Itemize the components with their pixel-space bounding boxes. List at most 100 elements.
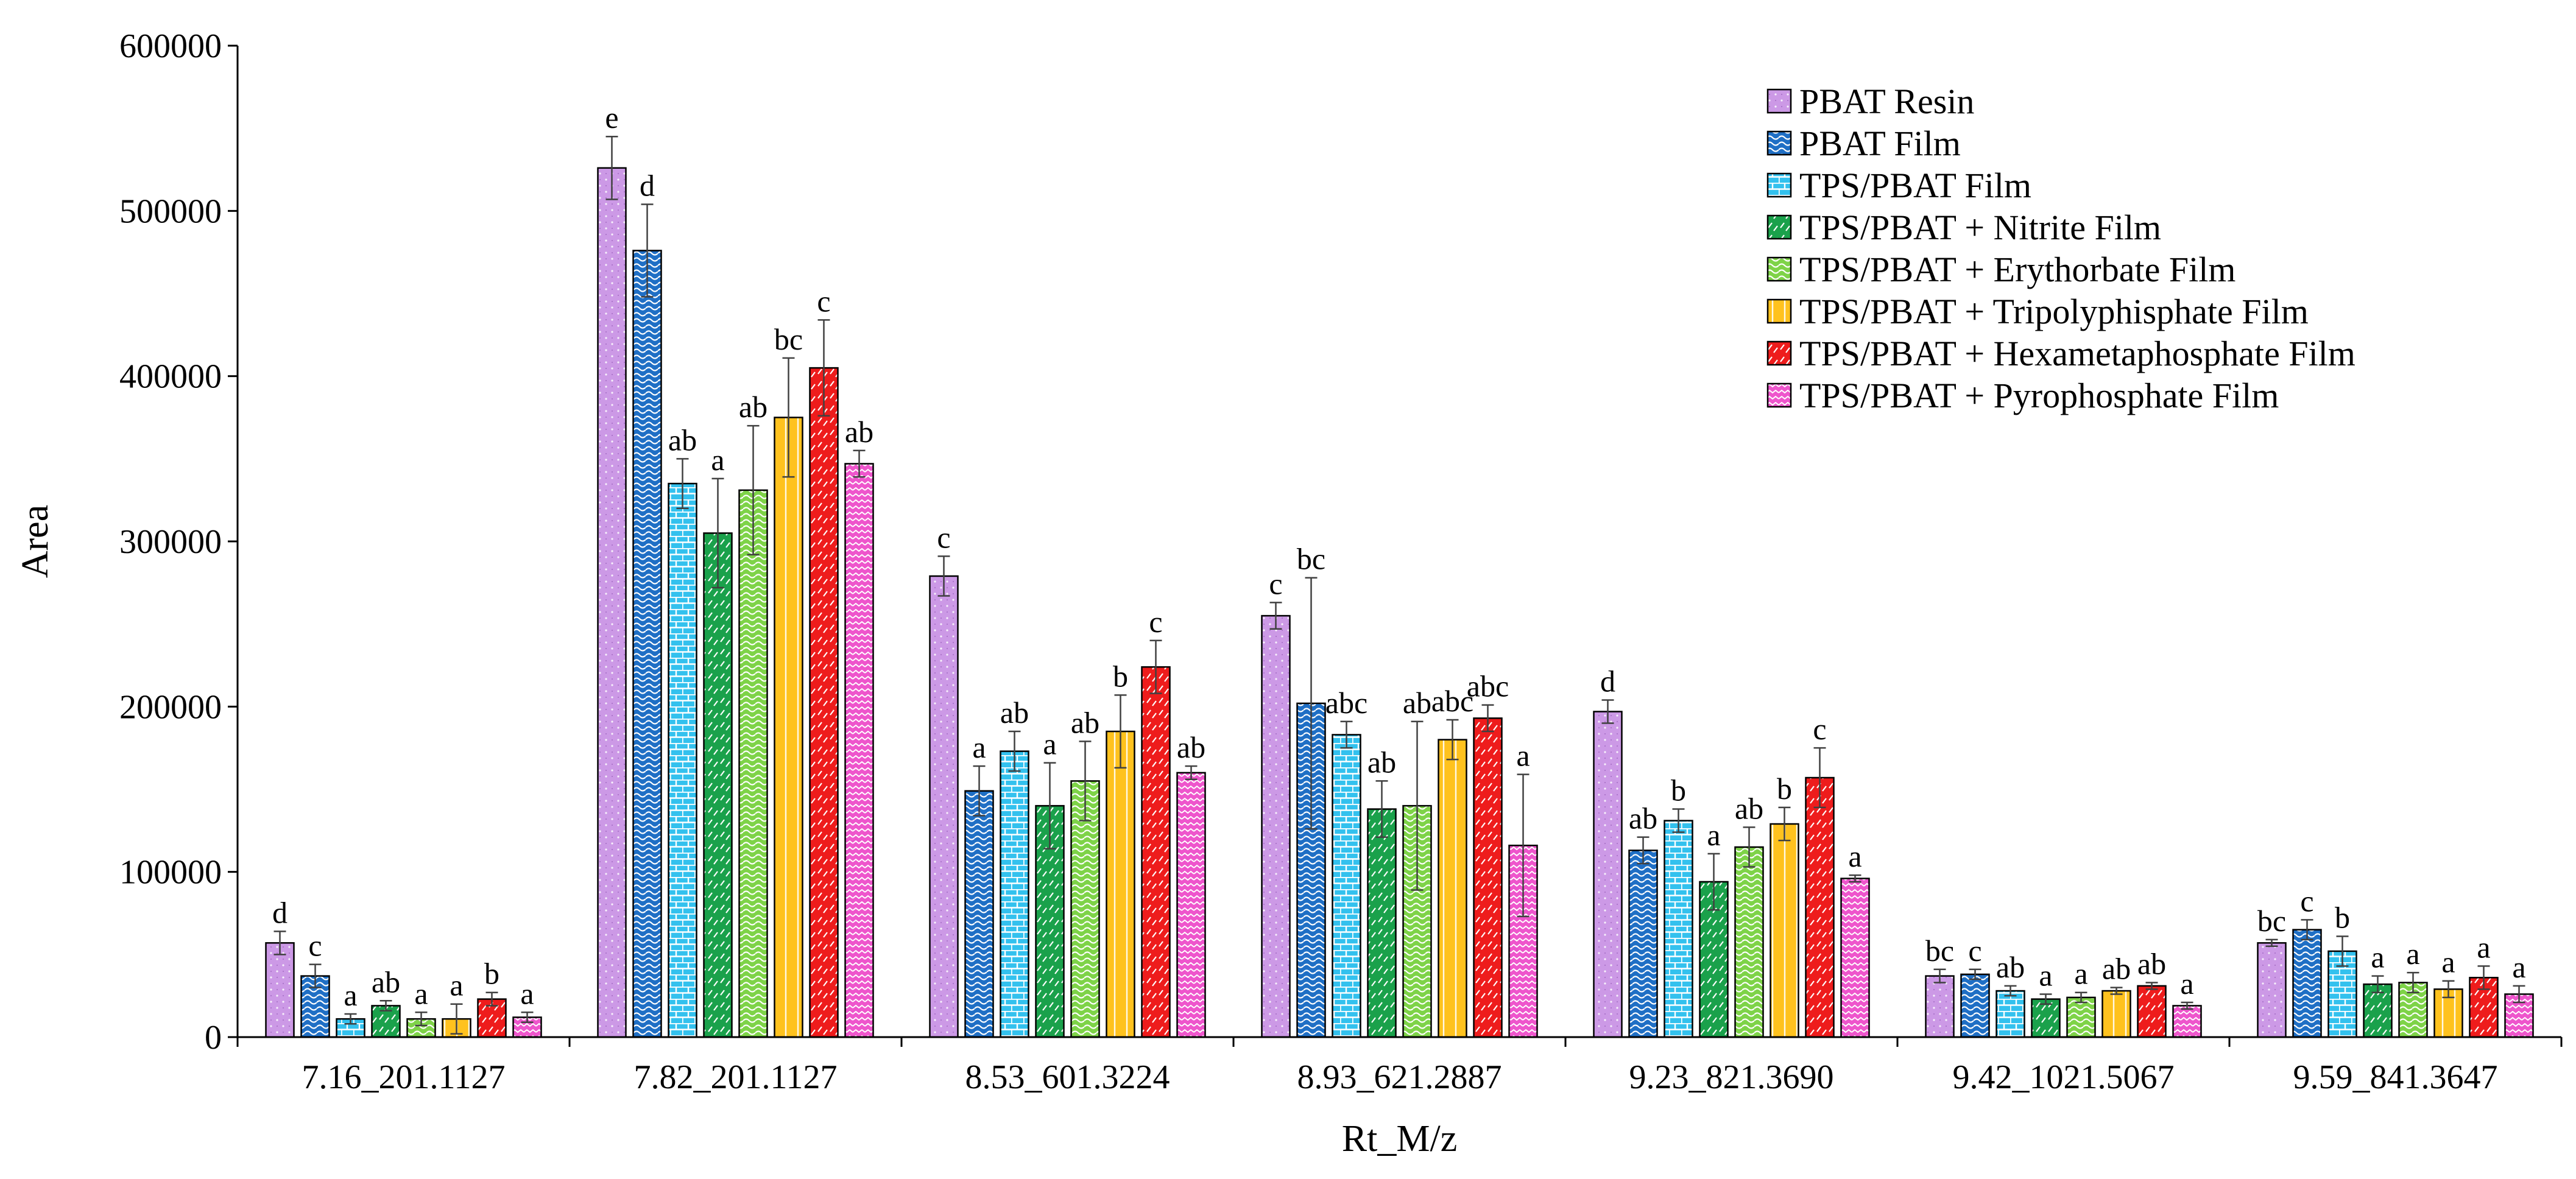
legend-item-tps-pbat-nitrite-film: TPS/PBAT + Nitrite Film — [1766, 208, 2161, 247]
axes: 0 100000 200000 300000 400000 500000 600000 7.1… — [15, 27, 2563, 1160]
significance-label: d — [272, 895, 288, 929]
bar-tps-pbat-tripolyphisphate-film-8-53-601-3224 — [1106, 730, 1135, 1038]
bar-group-9-59-841-3647: bcc ba a a aa — [2257, 884, 2534, 1038]
significance-label: ab — [372, 965, 400, 999]
error-bar — [1340, 720, 1353, 749]
legend-swatch — [1766, 130, 1792, 156]
error-bar — [1185, 765, 1198, 780]
error-bar — [1933, 968, 1946, 984]
legend-item-tps-pbat-film: TPS/PBAT Film — [1766, 166, 2031, 205]
error-bar — [309, 963, 322, 988]
legend-item-tps-pbat-erythorbate-film: TPS/PBAT + Erythorbate Film — [1766, 250, 2235, 289]
error-bar — [1813, 747, 1826, 809]
bar-group-7-16-201-1127: dca ab a a ba — [265, 895, 542, 1038]
legend-item-tps-pbat-pyrophosphate-film: TPS/PBAT + Pyrophosphate Film — [1766, 376, 2279, 415]
significance-label: a — [2371, 940, 2384, 974]
significance-label: ab — [2102, 952, 2131, 986]
significance-label: a — [2406, 937, 2419, 971]
bar-pbat-resin-9-59-841-3647 — [2257, 942, 2287, 1038]
legend-label: TPS/PBAT + Hexametaphosphate Film — [1799, 334, 2355, 373]
y-axis-title: Area — [15, 505, 56, 578]
error-bar — [344, 1013, 357, 1025]
legend-swatch — [1766, 340, 1792, 366]
significance-label: a — [2441, 945, 2455, 979]
significance-label: ab — [739, 390, 768, 424]
significance-label: c — [308, 929, 322, 963]
bar-tps-pbat-pyrophosphate-film-9-23-821-3690 — [1840, 878, 1870, 1038]
significance-label: a — [1043, 727, 1056, 761]
error-bar — [2110, 987, 2123, 995]
y-tick-label: 100000 — [119, 854, 222, 892]
significance-label: b — [1777, 772, 1792, 806]
bar-tps-pbat-hexametaphosphate-film-7-82-201-1127 — [809, 367, 839, 1038]
error-bar — [1969, 968, 1981, 980]
x-tick-label: 7.16_201.1127 — [302, 1058, 506, 1096]
significance-label: a — [972, 730, 986, 764]
significance-label: c — [1968, 934, 1981, 968]
error-bar — [1305, 577, 1318, 830]
error-bar — [2145, 982, 2158, 990]
error-bar — [2181, 1001, 2193, 1010]
significance-label: abc — [1431, 684, 1473, 718]
bar-tps-pbat-erythorbate-film-9-42-1021-5067 — [2066, 996, 2096, 1038]
legend-item-pbat-resin: PBAT Resin — [1766, 82, 1974, 121]
significance-label: ab — [845, 415, 873, 449]
bar-tps-pbat-tripolyphisphate-film-8-93-621-2887 — [1438, 739, 1467, 1038]
x-tick-label: 8.93_621.2887 — [1297, 1058, 1502, 1096]
significance-label: a — [2477, 930, 2490, 964]
error-bar — [2004, 985, 2017, 997]
error-bar — [782, 357, 795, 478]
significance-label: a — [1516, 739, 1530, 773]
y-tick-label: 500000 — [119, 192, 222, 230]
error-bar — [1043, 762, 1056, 850]
bar-tps-pbat-pyrophosphate-film-9-42-1021-5067 — [2172, 1005, 2202, 1038]
bar-pbat-resin-8-53-601-3224 — [929, 575, 959, 1038]
bar-pbat-film-7-82-201-1127 — [632, 250, 662, 1038]
x-axis-title: Rt_M/z — [1342, 1118, 1457, 1160]
bar-tps-pbat-nitrite-film-9-42-1021-5067 — [2031, 998, 2061, 1038]
x-tick-label: 9.23_821.3690 — [1629, 1058, 1834, 1096]
bar-tps-pbat-film-7-82-201-1127 — [668, 482, 697, 1038]
legend-item-tps-pbat-tripolyphisphate-film: TPS/PBAT + Tripolyphisphate Film — [1766, 292, 2309, 331]
significance-label: a — [2180, 966, 2193, 1001]
significance-label: b — [484, 957, 499, 991]
error-bar — [2371, 975, 2384, 993]
bar-tps-pbat-hexametaphosphate-film-9-23-821-3690 — [1805, 776, 1835, 1038]
error-bar — [1269, 602, 1282, 630]
error-bar — [2075, 991, 2087, 1004]
error-bar — [1743, 826, 1756, 868]
significance-label: abc — [1325, 686, 1367, 720]
legend-swatch — [1766, 256, 1792, 282]
x-tick-label: 7.82_201.1127 — [634, 1058, 838, 1096]
error-bar — [2407, 971, 2419, 993]
legend-label: PBAT Film — [1799, 124, 1961, 163]
significance-label: d — [640, 168, 655, 202]
significance-label: a — [450, 968, 463, 1002]
significance-label: ab — [1177, 730, 1205, 764]
significance-label: ab — [1367, 745, 1396, 779]
error-bar — [1849, 874, 1861, 883]
y-tick-label: 200000 — [119, 688, 222, 726]
significance-label: d — [1600, 664, 1615, 698]
significance-label: ab — [1629, 801, 1657, 836]
x-tick-label: 9.42_1021.5067 — [1953, 1058, 2175, 1096]
bar-tps-pbat-nitrite-film-8-93-621-2887 — [1367, 808, 1397, 1038]
error-bar — [641, 203, 654, 298]
bar-tps-pbat-tripolyphisphate-film-9-42-1021-5067 — [2101, 990, 2131, 1038]
significance-label: a — [414, 976, 428, 1010]
error-bar — [1601, 699, 1614, 724]
significance-label: c — [1149, 605, 1162, 639]
significance-label: a — [1707, 818, 1720, 852]
error-bar — [379, 1000, 392, 1012]
significance-label: e — [605, 100, 618, 135]
significance-label: a — [344, 978, 357, 1012]
error-bar — [1375, 780, 1388, 838]
error-bar — [817, 319, 830, 417]
error-bar — [2442, 980, 2455, 999]
legend-label: PBAT Resin — [1799, 82, 1974, 121]
bar-tps-pbat-film-9-23-821-3690 — [1664, 820, 1693, 1038]
legend-label: TPS/PBAT + Tripolyphisphate Film — [1799, 292, 2309, 331]
